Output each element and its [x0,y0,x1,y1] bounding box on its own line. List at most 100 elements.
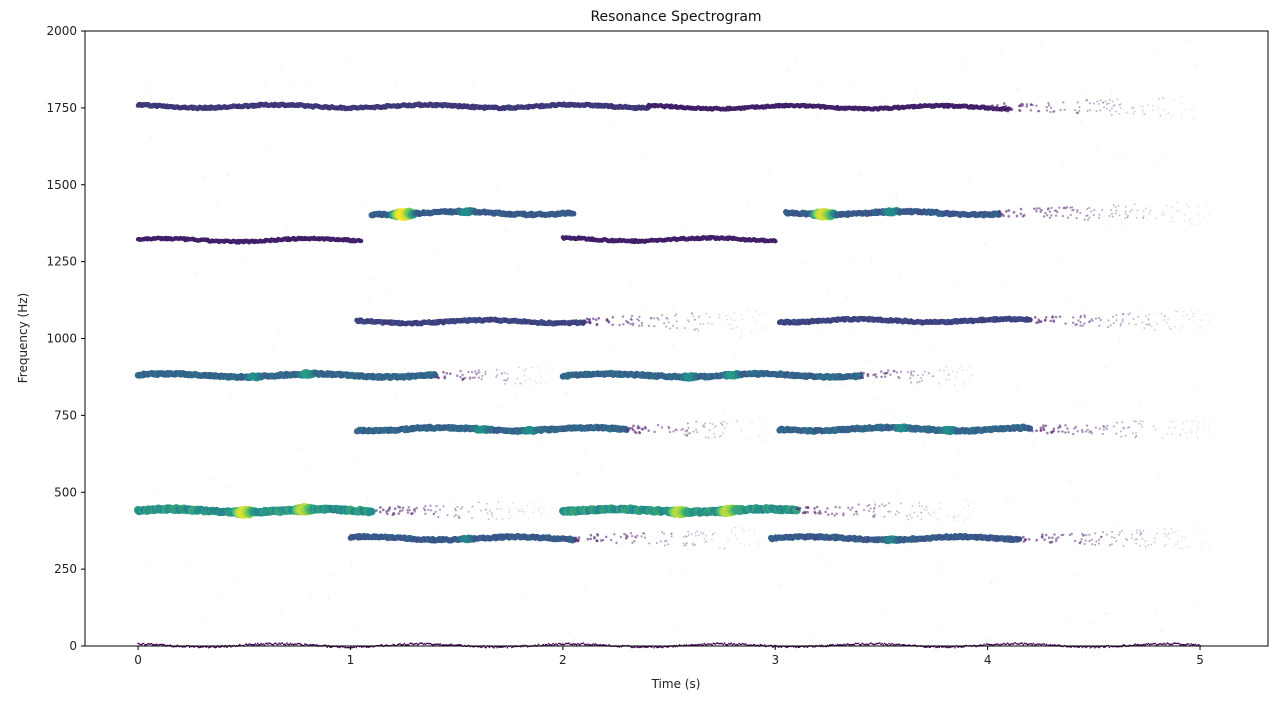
fade-point [1006,109,1010,113]
fade-point [889,510,892,513]
fade-point [476,372,479,375]
fade-point [1084,430,1088,433]
fade-point [1102,428,1105,431]
fade-point [506,372,509,375]
fade-point [486,512,489,515]
fade-point [594,318,598,322]
fade-point [1196,114,1198,116]
fade-point [736,419,739,421]
fade-point [1124,434,1127,437]
fade-point [1187,108,1190,110]
fade-point [761,329,764,331]
fade-point [611,323,614,327]
fade-point [1168,427,1170,429]
fade-point [477,369,480,372]
fade-point [1178,210,1180,212]
fade-point [1135,431,1137,434]
fade-point [1157,107,1160,109]
fade-point [537,367,540,369]
fade-point [621,315,625,318]
fade-point [1112,425,1115,428]
noise-point [206,618,208,620]
fade-point [454,513,457,516]
fade-point [622,323,625,326]
noise-point [1196,64,1198,66]
noise-point [395,82,397,84]
noise-point [955,389,957,392]
noise-point [644,304,646,306]
noise-point [769,172,771,174]
fade-point [585,317,589,321]
fade-point [1119,324,1122,327]
fade-point [413,507,417,511]
noise-point [1010,498,1012,500]
noise-point [522,435,524,437]
fade-point [762,538,764,540]
fade-point [731,529,733,531]
fade-point [1007,209,1011,212]
fade-point [629,532,633,535]
fade-point [521,508,523,510]
noise-point [1118,340,1120,342]
fade-point [407,506,411,509]
fade-point [454,507,457,510]
fade-point [685,535,687,538]
fade-point [758,314,760,317]
fade-point [641,531,645,535]
fade-point [913,511,916,514]
fade-point [520,383,523,385]
fade-point [672,430,675,433]
fade-point [1182,422,1184,424]
fade-point [693,329,696,332]
fade-point [1192,117,1195,120]
fade-point [750,421,752,424]
fade-point [887,369,890,372]
fade-point [1149,209,1152,212]
fade-point [640,324,644,327]
fade-point [1073,427,1076,430]
fade-point [523,374,525,377]
fade-point [1065,205,1069,209]
fade-point [1163,97,1165,99]
fade-point [427,508,430,511]
fade-point [1148,323,1151,325]
fade-point [1049,106,1053,109]
fade-point [925,509,928,512]
fade-point [1166,433,1168,435]
fade-point [733,312,736,314]
fade-point [1137,315,1140,318]
fade-point [630,314,634,318]
fade-point [720,435,722,437]
noise-point [217,203,219,205]
fade-point [955,377,958,379]
noise-point [264,85,266,87]
noise-point [859,173,861,176]
fade-point [1208,426,1210,428]
noise-point [691,544,693,546]
fade-point [957,514,960,516]
fade-point [1155,217,1158,219]
fade-point [1141,321,1144,324]
fade-point [1128,426,1131,428]
fade-point [969,379,971,381]
fade-point [647,324,651,328]
noise-point [1080,121,1082,123]
noise-point [497,407,499,409]
fade-point [724,547,726,550]
fade-point [1141,217,1144,219]
fade-point [703,537,706,540]
fade-point [1111,315,1115,318]
fade-point [1141,426,1143,428]
fade-point [660,314,664,317]
fade-point [1066,216,1070,219]
fade-point [668,427,671,430]
fade-point [740,328,743,330]
fade-point [694,318,696,321]
noise-point [815,557,817,559]
fade-point [740,430,743,432]
fade-point [525,368,527,370]
noise-point [961,59,963,61]
fade-point [1083,322,1086,325]
fade-point [1112,105,1115,108]
fade-point [1114,212,1117,215]
